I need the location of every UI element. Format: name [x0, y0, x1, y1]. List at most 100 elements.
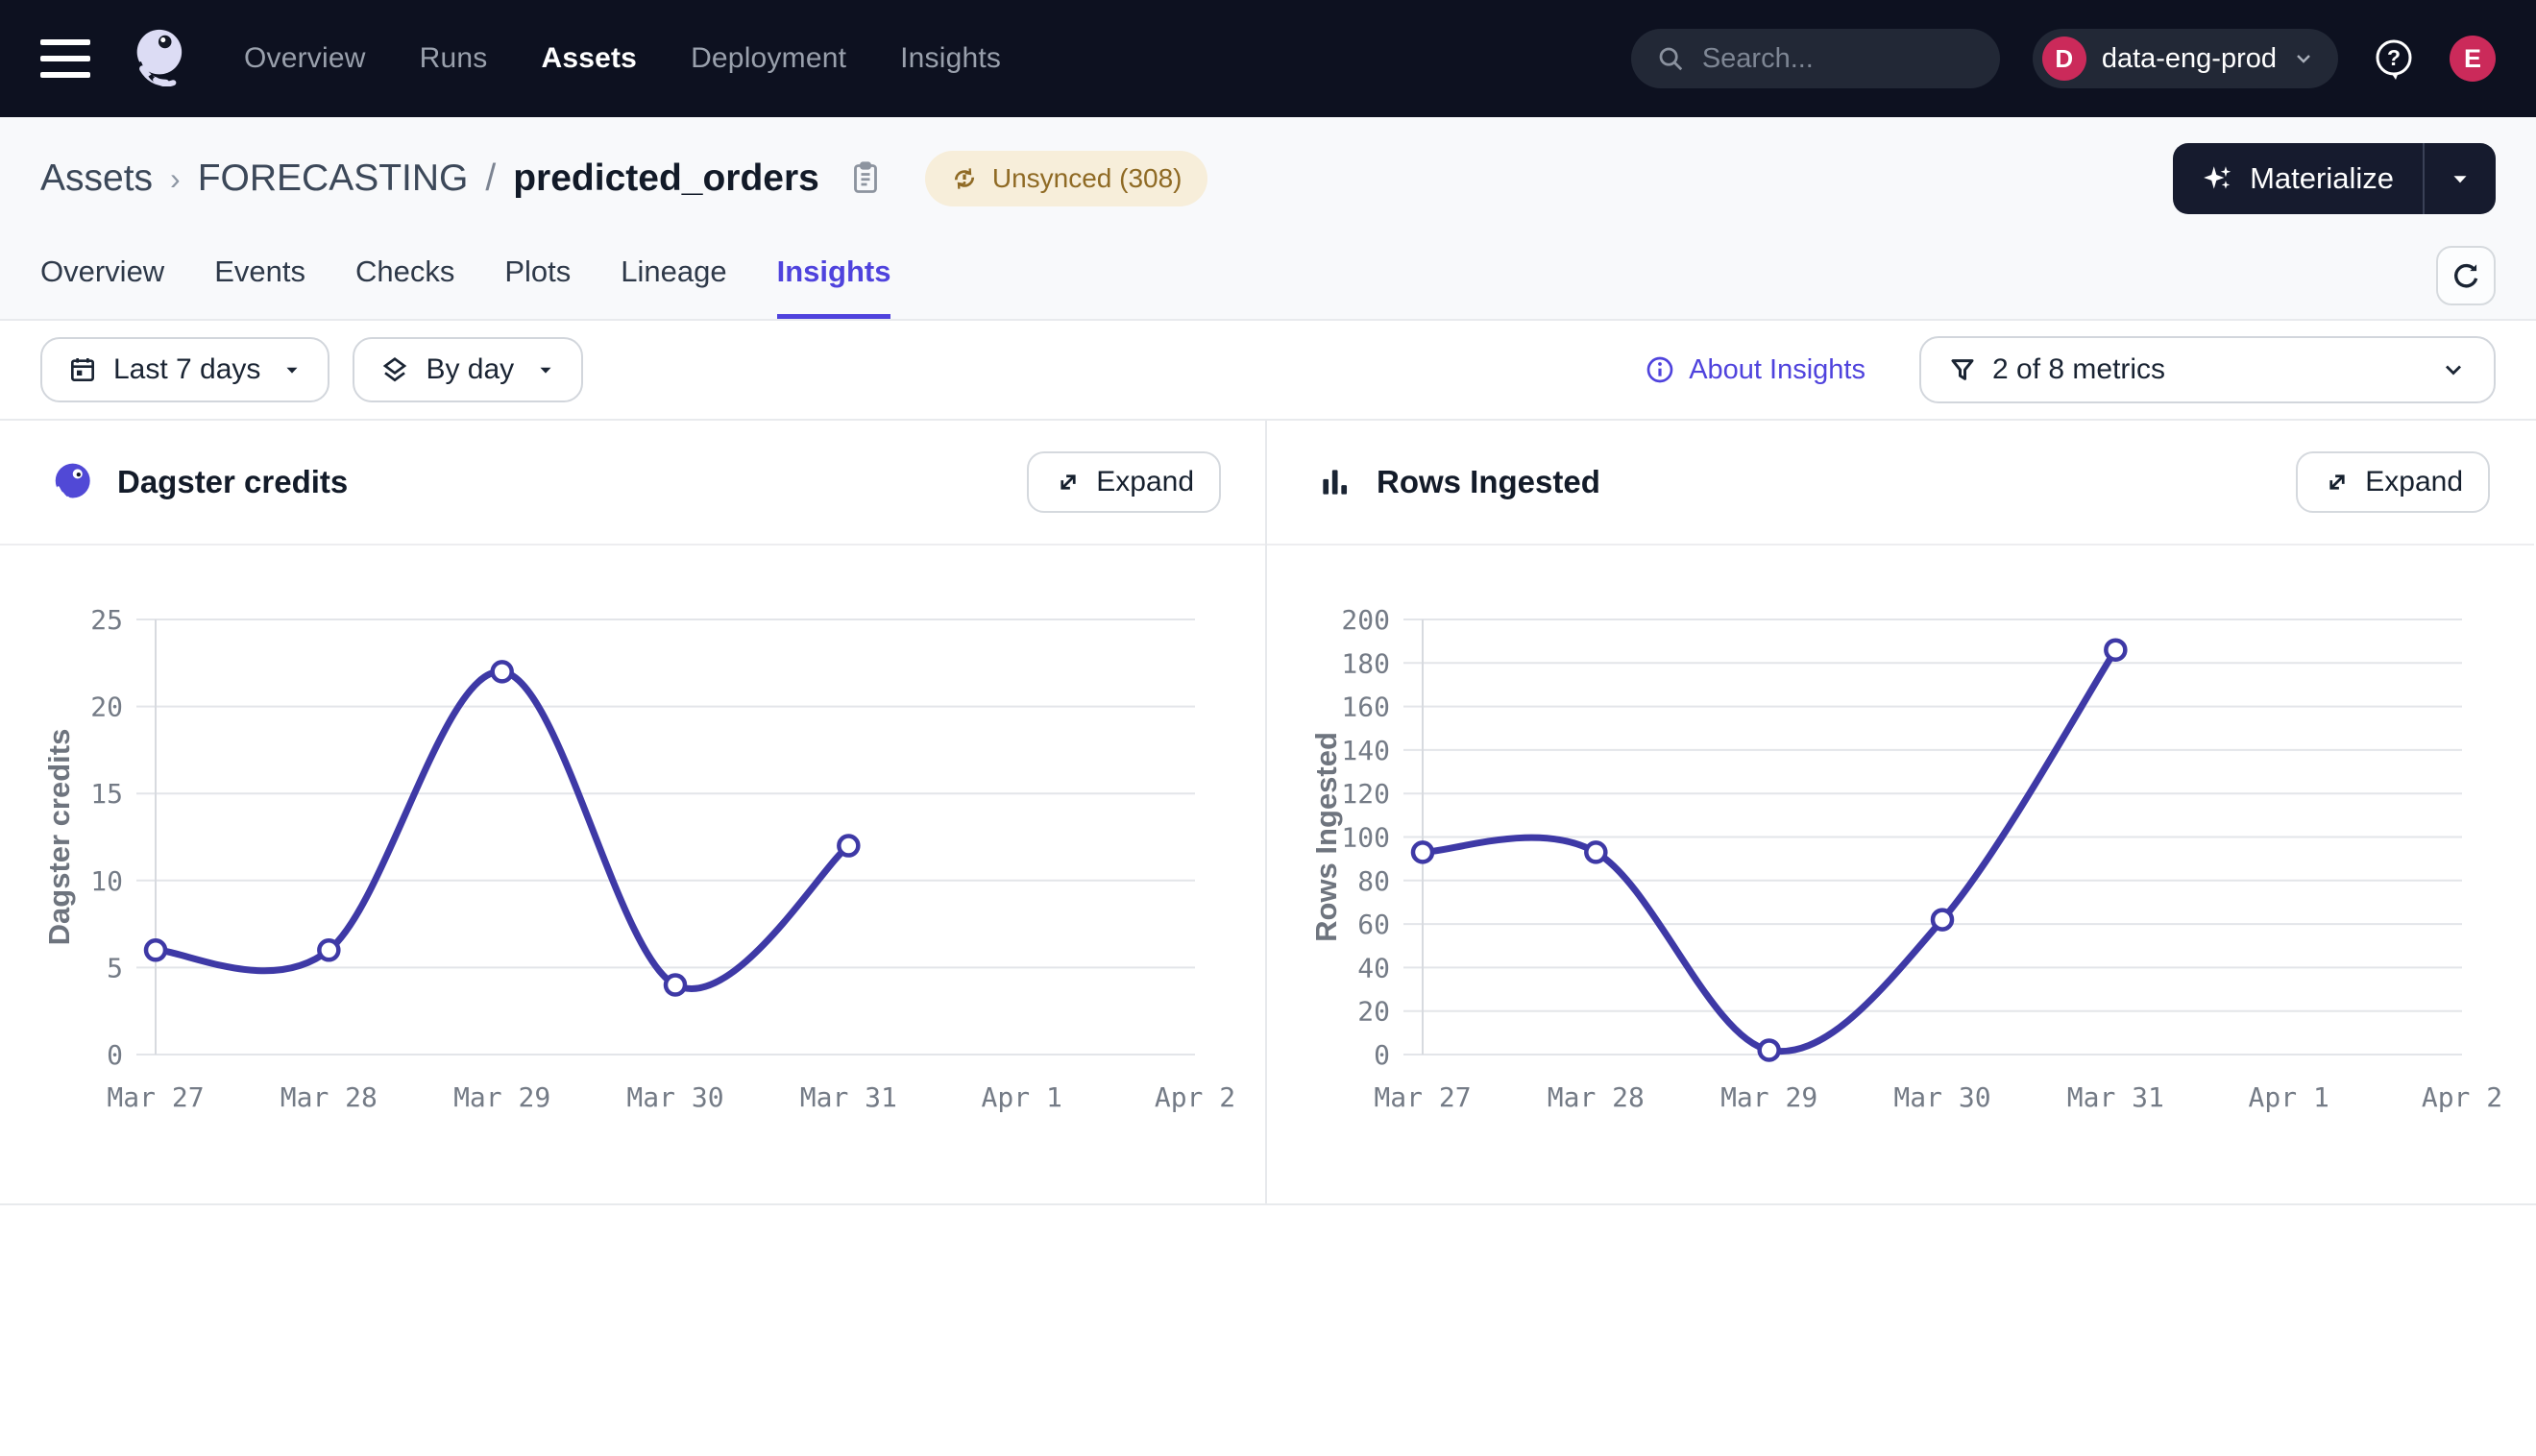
search-input-container[interactable]: / — [1631, 29, 2000, 88]
svg-text:40: 40 — [1357, 952, 1390, 983]
svg-text:Apr 1: Apr 1 — [982, 1081, 1062, 1113]
chevron-down-icon — [2440, 356, 2467, 383]
breadcrumb-chevron: › — [170, 161, 181, 197]
tab-checks[interactable]: Checks — [355, 255, 454, 319]
svg-text:5: 5 — [107, 952, 123, 983]
sync-alert-icon — [950, 164, 979, 193]
top-nav: Overview Runs Assets Deployment Insights… — [0, 0, 2536, 117]
svg-text:Mar 29: Mar 29 — [453, 1081, 550, 1113]
svg-text:20: 20 — [1357, 996, 1390, 1028]
expand-button[interactable]: Expand — [2296, 451, 2490, 513]
svg-text:140: 140 — [1341, 735, 1390, 766]
insights-filter-bar: Last 7 days By day About Insights 2 of 8… — [0, 321, 2536, 421]
dagster-logo-icon[interactable] — [127, 27, 186, 91]
copy-asset-name-icon[interactable] — [848, 159, 883, 198]
sparkles-icon — [2202, 162, 2234, 195]
date-range-label: Last 7 days — [113, 353, 260, 386]
nav-item-overview[interactable]: Overview — [244, 42, 366, 75]
nav-item-deployment[interactable]: Deployment — [691, 42, 846, 75]
info-icon — [1645, 354, 1675, 385]
svg-text:20: 20 — [90, 692, 123, 723]
breadcrumb-group-link[interactable]: FORECASTING — [198, 158, 469, 200]
about-insights-link[interactable]: About Insights — [1645, 354, 1865, 386]
materialize-button[interactable]: Materialize — [2173, 143, 2423, 214]
expand-icon — [2323, 468, 2352, 497]
tab-lineage[interactable]: Lineage — [621, 255, 726, 319]
menu-icon[interactable] — [40, 39, 90, 78]
breadcrumb: Assets › FORECASTING / predicted_orders — [40, 158, 883, 200]
svg-text:Mar 28: Mar 28 — [1548, 1081, 1645, 1113]
svg-text:Rows Ingested: Rows Ingested — [1309, 732, 1343, 942]
chart-panel-rows-ingested: Rows Ingested Expand 0204060801001201401… — [1267, 421, 2534, 1203]
primary-nav: Overview Runs Assets Deployment Insights — [244, 42, 1001, 75]
svg-text:60: 60 — [1357, 909, 1390, 940]
status-badge[interactable]: Unsynced (308) — [925, 151, 1207, 206]
chart-title: Rows Ingested — [1377, 464, 1600, 500]
tab-overview[interactable]: Overview — [40, 255, 164, 319]
svg-text:?: ? — [2387, 45, 2401, 70]
deployment-switcher[interactable]: D data-eng-prod — [2033, 29, 2338, 88]
asset-name: predicted_orders — [513, 158, 819, 200]
breadcrumb-assets-link[interactable]: Assets — [40, 158, 153, 200]
materialize-label: Materialize — [2250, 161, 2394, 196]
svg-text:15: 15 — [90, 778, 123, 810]
rows-ingested-line-chart[interactable]: 020406080100120140160180200Mar 27Mar 28M… — [1267, 546, 2534, 1203]
svg-text:Mar 30: Mar 30 — [1893, 1081, 1990, 1113]
deployment-initial-badge: D — [2042, 36, 2086, 81]
granularity-label: By day — [426, 353, 514, 386]
insights-charts: Dagster credits Expand 0 5 10 15 20 25 Mar 27 M… — [0, 421, 2536, 1205]
dagster-credits-line-chart[interactable]: 0510152025Mar 27Mar 28Mar 29Mar 30Mar 31… — [0, 546, 1267, 1203]
svg-text:200: 200 — [1341, 604, 1390, 636]
nav-item-insights[interactable]: Insights — [900, 42, 1001, 75]
asset-tabs: Overview Events Checks Plots Lineage Ins… — [40, 240, 2496, 319]
asset-header: Assets › FORECASTING / predicted_orders — [0, 117, 2536, 321]
metrics-filter-label: 2 of 8 metrics — [1992, 353, 2165, 386]
svg-text:Mar 28: Mar 28 — [280, 1081, 378, 1113]
svg-text:0: 0 — [107, 1039, 123, 1071]
svg-text:Mar 29: Mar 29 — [1720, 1081, 1817, 1113]
svg-text:0: 0 — [1374, 1039, 1390, 1071]
dagster-credits-icon — [50, 460, 94, 504]
caret-down-icon — [535, 359, 556, 380]
user-avatar[interactable]: E — [2450, 36, 2496, 82]
refresh-button[interactable] — [2436, 246, 2496, 305]
chart-panel-dagster-credits: Dagster credits Expand 0510152025Mar 27M… — [0, 421, 1267, 1203]
svg-text:80: 80 — [1357, 865, 1390, 897]
svg-text:Mar 30: Mar 30 — [626, 1081, 723, 1113]
metrics-filter-dropdown[interactable]: 2 of 8 metrics — [1919, 336, 2496, 403]
svg-text:160: 160 — [1341, 692, 1390, 723]
help-icon[interactable]: ? — [2371, 36, 2417, 82]
status-badge-label: Unsynced (308) — [992, 163, 1183, 194]
svg-text:10: 10 — [90, 865, 123, 897]
chevron-down-icon — [2292, 47, 2315, 70]
tab-insights[interactable]: Insights — [777, 255, 891, 319]
svg-text:Mar 27: Mar 27 — [1374, 1081, 1471, 1113]
search-icon — [1656, 44, 1685, 73]
svg-text:Dagster credits: Dagster credits — [42, 729, 76, 946]
filter-funnel-icon — [1948, 355, 1977, 384]
date-range-dropdown[interactable]: Last 7 days — [40, 337, 329, 402]
chart-title: Dagster credits — [117, 464, 348, 500]
tab-events[interactable]: Events — [214, 255, 305, 319]
caret-down-icon — [2448, 166, 2473, 191]
breadcrumb-slash: / — [485, 158, 496, 200]
svg-text:Apr 2: Apr 2 — [1155, 1081, 1235, 1113]
svg-text:Mar 31: Mar 31 — [800, 1081, 897, 1113]
granularity-dropdown[interactable]: By day — [353, 337, 583, 402]
materialize-dropdown-button[interactable] — [2423, 143, 2496, 214]
about-insights-label: About Insights — [1689, 354, 1865, 386]
tab-plots[interactable]: Plots — [504, 255, 571, 319]
svg-text:25: 25 — [90, 604, 123, 636]
nav-item-assets[interactable]: Assets — [541, 42, 637, 75]
refresh-icon — [2450, 259, 2482, 292]
svg-text:180: 180 — [1341, 647, 1390, 679]
svg-text:Mar 31: Mar 31 — [2067, 1081, 2164, 1113]
expand-icon — [1054, 468, 1083, 497]
bar-chart-icon — [1317, 464, 1353, 500]
deployment-name: data-eng-prod — [2102, 43, 2277, 75]
search-input[interactable] — [1702, 43, 2064, 75]
nav-item-runs[interactable]: Runs — [420, 42, 488, 75]
expand-label: Expand — [1096, 466, 1194, 498]
svg-text:100: 100 — [1341, 822, 1390, 854]
expand-button[interactable]: Expand — [1027, 451, 1221, 513]
